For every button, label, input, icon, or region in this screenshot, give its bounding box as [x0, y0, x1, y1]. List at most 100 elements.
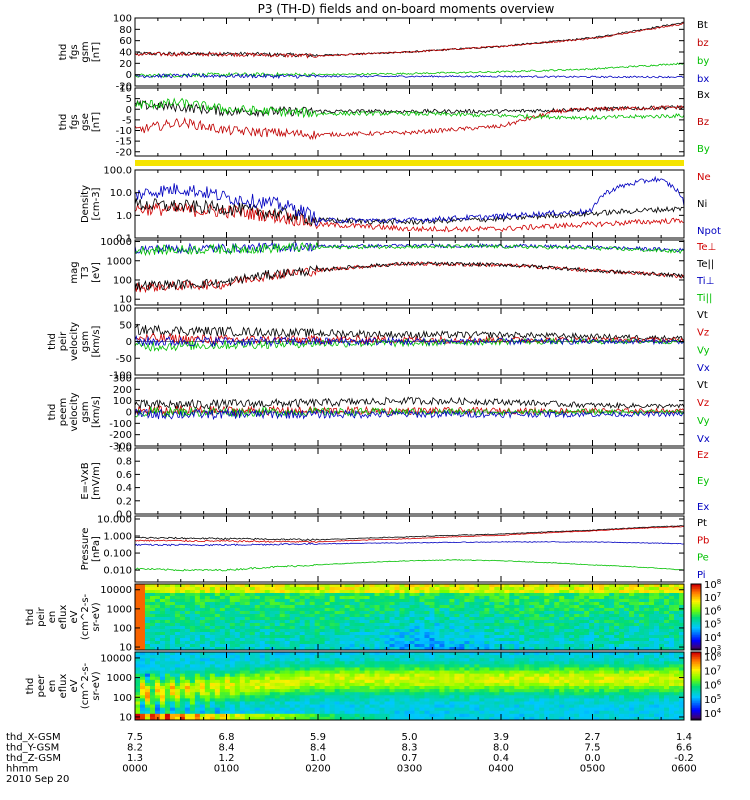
spectrogram-cell — [339, 689, 346, 693]
spectrogram-cell — [364, 710, 370, 715]
spectrogram-cell — [199, 679, 206, 684]
spectrogram-cell — [204, 632, 211, 636]
spectrogram-cell — [229, 584, 236, 588]
spectrogram-cell — [354, 704, 360, 709]
spectrogram-cell — [559, 593, 565, 597]
spectrogram-cell — [489, 626, 495, 630]
spectrogram-cell — [464, 716, 470, 720]
spectrogram-cell — [469, 679, 475, 684]
spectrogram-cell — [499, 710, 505, 715]
spectrogram-cell — [389, 704, 395, 709]
spectrogram-cell — [389, 608, 395, 612]
y-tick-label: 5 — [126, 94, 132, 105]
spectrogram-cell — [219, 670, 226, 675]
spectrogram-cell — [174, 682, 181, 687]
spectrogram-cell — [454, 623, 460, 627]
spectrogram-cell — [369, 682, 375, 687]
spectrogram-cell — [234, 602, 241, 606]
spectrogram-cell — [159, 652, 166, 656]
spectrogram-cell — [414, 584, 420, 588]
spectrogram-cell — [204, 590, 211, 594]
spectrogram-cell — [135, 667, 141, 671]
spectrogram-cell — [559, 608, 565, 612]
colorbar-step — [691, 631, 701, 634]
spectrogram-cell — [469, 614, 475, 618]
spectrogram-cell — [594, 626, 600, 630]
spectrogram-cell — [639, 641, 645, 645]
spectrogram-cell — [369, 655, 375, 659]
spectrogram-cell — [499, 713, 505, 718]
spectrogram-cell — [554, 587, 560, 591]
spectrogram-cell — [189, 716, 196, 720]
spectrogram-cell — [349, 626, 355, 630]
series-line-Vz — [135, 332, 684, 346]
spectrogram-cell — [534, 707, 540, 712]
spectrogram-cell — [144, 686, 151, 690]
spectrogram-cell — [164, 689, 171, 693]
spectrogram-cell — [169, 701, 176, 705]
spectrogram-cell — [624, 638, 630, 642]
spectrogram-cell — [219, 644, 226, 648]
spectrogram-cell — [339, 673, 346, 678]
spectrogram-cell — [494, 679, 500, 684]
spectrogram-cell — [249, 652, 256, 656]
spectrogram-cell — [429, 682, 435, 687]
spectrogram-cell — [499, 584, 505, 588]
spectrogram-cell — [139, 713, 146, 718]
colorbar-tick-exponent: 4 — [717, 631, 722, 639]
spectrogram-cell — [439, 652, 445, 656]
spectrogram-cell — [494, 584, 500, 588]
spectrogram-cell — [349, 584, 355, 588]
spectrogram-cell — [474, 673, 480, 678]
spectrogram-cell — [389, 695, 395, 699]
spectrogram-cell — [144, 611, 151, 615]
spectrogram-cell — [319, 658, 326, 662]
spectrogram-cell — [309, 661, 316, 665]
spectrogram-cell — [144, 652, 151, 656]
spectrogram-cell — [204, 652, 211, 656]
spectrogram-cell — [224, 686, 231, 690]
spectrogram-cell — [674, 647, 680, 650]
spectrogram-cell — [474, 670, 480, 675]
spectrogram-cell — [369, 701, 375, 705]
spectrogram-cell — [434, 608, 440, 612]
spectrogram-cell — [584, 626, 590, 630]
spectrogram-cell — [349, 602, 355, 606]
y-axis-label: [nT] — [91, 42, 102, 62]
spectrogram-cell — [674, 599, 680, 603]
spectrogram-cell — [164, 664, 171, 668]
spectrogram-cell — [429, 701, 435, 705]
spectrogram-cell — [359, 635, 365, 639]
spectrogram-cell — [414, 689, 420, 693]
spectrogram-cell — [144, 664, 151, 668]
spectrogram-cell — [259, 593, 266, 597]
spectrogram-cell — [189, 605, 196, 609]
spectrogram-cell — [135, 608, 141, 612]
spectrogram-cell — [474, 667, 480, 671]
y-axis-label: thd — [58, 44, 69, 61]
spectrogram-cell — [654, 602, 660, 606]
spectrogram-cell — [599, 593, 605, 597]
spectrogram-cell — [489, 710, 495, 715]
spectrogram-cell — [364, 584, 370, 588]
spectrogram-cell — [514, 698, 520, 702]
spectrogram-cell — [404, 676, 410, 681]
spectrogram-cell — [634, 626, 640, 630]
spectrogram-cell — [484, 626, 490, 630]
spectrogram-cell — [329, 587, 336, 591]
spectrogram-cell — [144, 713, 151, 718]
spectrogram-cell — [499, 664, 505, 668]
spectrogram-cell — [449, 686, 455, 690]
spectrogram-cell — [404, 695, 410, 699]
spectrogram-cell — [459, 701, 465, 705]
spectrogram-cell — [459, 611, 465, 615]
spectrogram-cell — [184, 590, 191, 594]
spectrogram-cell — [169, 704, 176, 709]
spectrogram-cell — [524, 641, 530, 645]
spectrogram-cell — [139, 682, 146, 687]
spectrogram-cell — [609, 614, 615, 618]
spectrogram-cell — [174, 602, 181, 606]
spectrogram-cell — [324, 602, 331, 606]
spectrogram-cell — [454, 593, 460, 597]
spectrogram-cell — [454, 673, 460, 678]
